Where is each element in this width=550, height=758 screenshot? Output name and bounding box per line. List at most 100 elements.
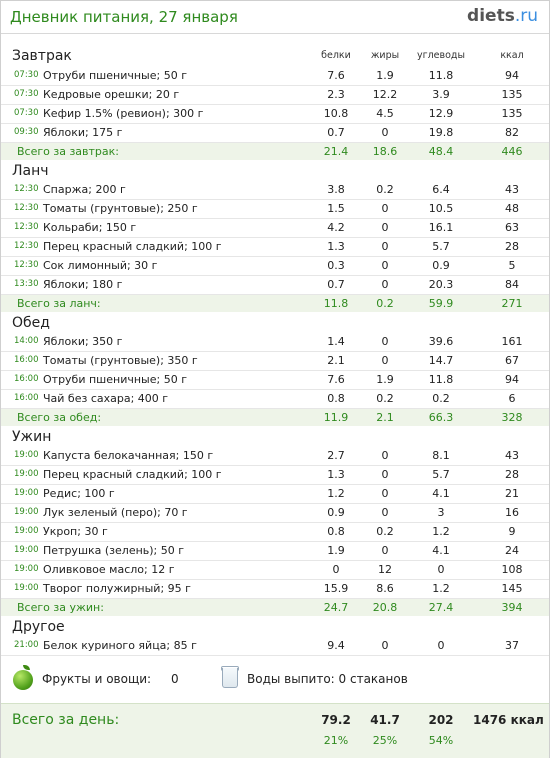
food-carbs: 1.2 <box>432 525 450 538</box>
food-name[interactable]: Лук зеленый (перо); 70 г <box>43 506 188 519</box>
food-name[interactable]: Укроп; 30 г <box>43 525 108 538</box>
food-carbs: 19.8 <box>428 126 454 139</box>
food-protein: 3.8 <box>327 183 345 196</box>
food-kcal: 161 <box>501 335 523 348</box>
food-kcal: 28 <box>505 240 519 253</box>
food-name[interactable]: Отруби пшеничные; 50 г <box>43 69 187 82</box>
food-row[interactable]: 19:00 Творог полужирный; 95 г 15.9 8.6 1.2 14… <box>1 580 549 599</box>
food-name[interactable]: Петрушка (зелень); 50 г <box>43 544 185 557</box>
food-row[interactable]: 21:00 Белок куриного яйца; 85 г 9.4 0 0 37 <box>1 637 549 656</box>
food-carbs: 11.8 <box>428 69 454 82</box>
food-name[interactable]: Яблоки; 175 г <box>43 126 123 139</box>
food-name[interactable]: Редис; 100 г <box>43 487 115 500</box>
food-name[interactable]: Томаты (грунтовые); 350 г <box>43 354 198 367</box>
food-kcal: 9 <box>508 525 516 538</box>
food-row[interactable]: 19:00 Укроп; 30 г 0.8 0.2 1.2 9 <box>1 523 549 542</box>
food-kcal: 84 <box>505 278 519 291</box>
water-glass-icon <box>222 668 238 688</box>
food-protein: 1.2 <box>327 487 345 500</box>
food-carbs: 0.2 <box>432 392 450 405</box>
food-name[interactable]: Перец красный сладкий; 100 г <box>43 240 222 253</box>
page-title: Дневник питания, 27 января <box>10 8 238 26</box>
food-name[interactable]: Отруби пшеничные; 50 г <box>43 373 187 386</box>
meal-section: Обед 14:00 Яблоки; 350 г 1.4 0 39.6 161 16:00 То… <box>1 314 549 426</box>
food-row[interactable]: 09:30 Яблоки; 175 г 0.7 0 19.8 82 <box>1 124 549 143</box>
food-row[interactable]: 19:00 Петрушка (зелень); 50 г 1.9 0 4.1 24 <box>1 542 549 561</box>
day-total-protein: 79.2 <box>321 713 351 727</box>
food-time: 12:30 <box>14 184 39 194</box>
food-time: 19:00 <box>14 469 39 479</box>
food-name[interactable]: Творог полужирный; 95 г <box>43 582 191 595</box>
meal-total-row: Всего за ужин: 24.7 20.8 27.4 394 <box>1 599 549 616</box>
food-protein: 0.8 <box>327 392 345 405</box>
food-name[interactable]: Перец красный сладкий; 100 г <box>43 468 222 481</box>
food-protein: 15.9 <box>323 582 349 595</box>
food-protein: 1.9 <box>327 544 345 557</box>
food-protein: 0.8 <box>327 525 345 538</box>
food-protein: 0 <box>332 563 340 576</box>
meal-title: Ланч <box>12 163 49 179</box>
food-time: 19:00 <box>14 488 39 498</box>
food-row[interactable]: 07:30 Отруби пшеничные; 50 г 7.6 1.9 11.8 94 <box>1 67 549 86</box>
food-fat: 0 <box>381 639 389 652</box>
food-protein: 4.2 <box>327 221 345 234</box>
food-name[interactable]: Сок лимонный; 30 г <box>43 259 158 272</box>
food-time: 19:00 <box>14 545 39 555</box>
food-name[interactable]: Кефир 1.5% (ревион); 300 г <box>43 107 204 120</box>
meal-total-protein: 24.7 <box>323 601 349 614</box>
food-row[interactable]: 19:00 Перец красный сладкий; 100 г 1.3 0 5.7… <box>1 466 549 485</box>
food-name[interactable]: Кедровые орешки; 20 г <box>43 88 180 101</box>
food-name[interactable]: Белок куриного яйца; 85 г <box>43 639 197 652</box>
food-row[interactable]: 19:00 Капуста белокачанная; 150 г 2.7 0 8.1 4… <box>1 447 549 466</box>
food-row[interactable]: 19:00 Редис; 100 г 1.2 0 4.1 21 <box>1 485 549 504</box>
food-carbs: 5.7 <box>432 240 450 253</box>
food-name[interactable]: Томаты (грунтовые); 250 г <box>43 202 198 215</box>
food-kcal: 82 <box>505 126 519 139</box>
food-protein: 0.3 <box>327 259 345 272</box>
food-row[interactable]: 12:30 Кольраби; 150 г 4.2 0 16.1 63 <box>1 219 549 238</box>
food-name[interactable]: Кольраби; 150 г <box>43 221 137 234</box>
food-row[interactable]: 12:30 Перец красный сладкий; 100 г 1.3 0 5.7… <box>1 238 549 257</box>
food-row[interactable]: 12:30 Спаржа; 200 г 3.8 0.2 6.4 43 <box>1 181 549 200</box>
water-label: Воды выпито: 0 стаканов <box>247 672 408 686</box>
food-name[interactable]: Яблоки; 350 г <box>43 335 123 348</box>
apple-icon <box>13 670 33 690</box>
food-row[interactable]: 12:30 Сок лимонный; 30 г 0.3 0 0.9 5 <box>1 257 549 276</box>
food-row[interactable]: 07:30 Кефир 1.5% (ревион); 300 г 10.8 4.5 12… <box>1 105 549 124</box>
meal-total-kcal: 328 <box>501 411 523 424</box>
food-row[interactable]: 16:00 Отруби пшеничные; 50 г 7.6 1.9 11.8 94 <box>1 371 549 390</box>
food-name[interactable]: Оливковое масло; 12 г <box>43 563 175 576</box>
day-total-kcal: 1476 ккал <box>473 713 544 727</box>
food-time: 19:00 <box>14 583 39 593</box>
food-carbs: 11.8 <box>428 373 454 386</box>
food-carbs: 39.6 <box>428 335 454 348</box>
column-kcal: ккал <box>500 50 524 61</box>
food-row[interactable]: 19:00 Оливковое масло; 12 г 0 12 0 108 <box>1 561 549 580</box>
site-logo[interactable]: diets.ru <box>467 6 538 26</box>
food-row[interactable]: 07:30 Кедровые орешки; 20 г 2.3 12.2 3.9 135 <box>1 86 549 105</box>
food-carbs: 12.9 <box>428 107 454 120</box>
day-protein-percent: 21% <box>323 734 349 747</box>
food-carbs: 6.4 <box>432 183 450 196</box>
food-row[interactable]: 16:00 Томаты (грунтовые); 350 г 2.1 0 14.7 67 <box>1 352 549 371</box>
food-row[interactable]: 14:00 Яблоки; 350 г 1.4 0 39.6 161 <box>1 333 549 352</box>
food-time: 21:00 <box>14 640 39 650</box>
food-row[interactable]: 19:00 Лук зеленый (перо); 70 г 0.9 0 3 16 <box>1 504 549 523</box>
food-protein: 0.9 <box>327 506 345 519</box>
meal-section: Ланч 12:30 Спаржа; 200 г 3.8 0.2 6.4 43 12:30 То… <box>1 162 549 312</box>
food-name[interactable]: Чай без сахара; 400 г <box>43 392 169 405</box>
food-fat: 12.2 <box>372 88 398 101</box>
food-name[interactable]: Капуста белокачанная; 150 г <box>43 449 214 462</box>
food-time: 14:00 <box>14 336 39 346</box>
food-name[interactable]: Яблоки; 180 г <box>43 278 123 291</box>
food-name[interactable]: Спаржа; 200 г <box>43 183 126 196</box>
food-kcal: 6 <box>508 392 516 405</box>
food-row[interactable]: 13:30 Яблоки; 180 г 0.7 0 20.3 84 <box>1 276 549 295</box>
food-fat: 4.5 <box>376 107 394 120</box>
food-time: 07:30 <box>14 108 39 118</box>
meal-title: Другое <box>12 619 65 635</box>
food-row[interactable]: 16:00 Чай без сахара; 400 г 0.8 0.2 0.2 6 <box>1 390 549 409</box>
food-row[interactable]: 12:30 Томаты (грунтовые); 250 г 1.5 0 10.5 48 <box>1 200 549 219</box>
meal-section: Другое 21:00 Белок куриного яйца; 85 г 9.4 0… <box>1 618 549 656</box>
meal-section: Ужин 19:00 Капуста белокачанная; 150 г 2.7 0… <box>1 428 549 616</box>
